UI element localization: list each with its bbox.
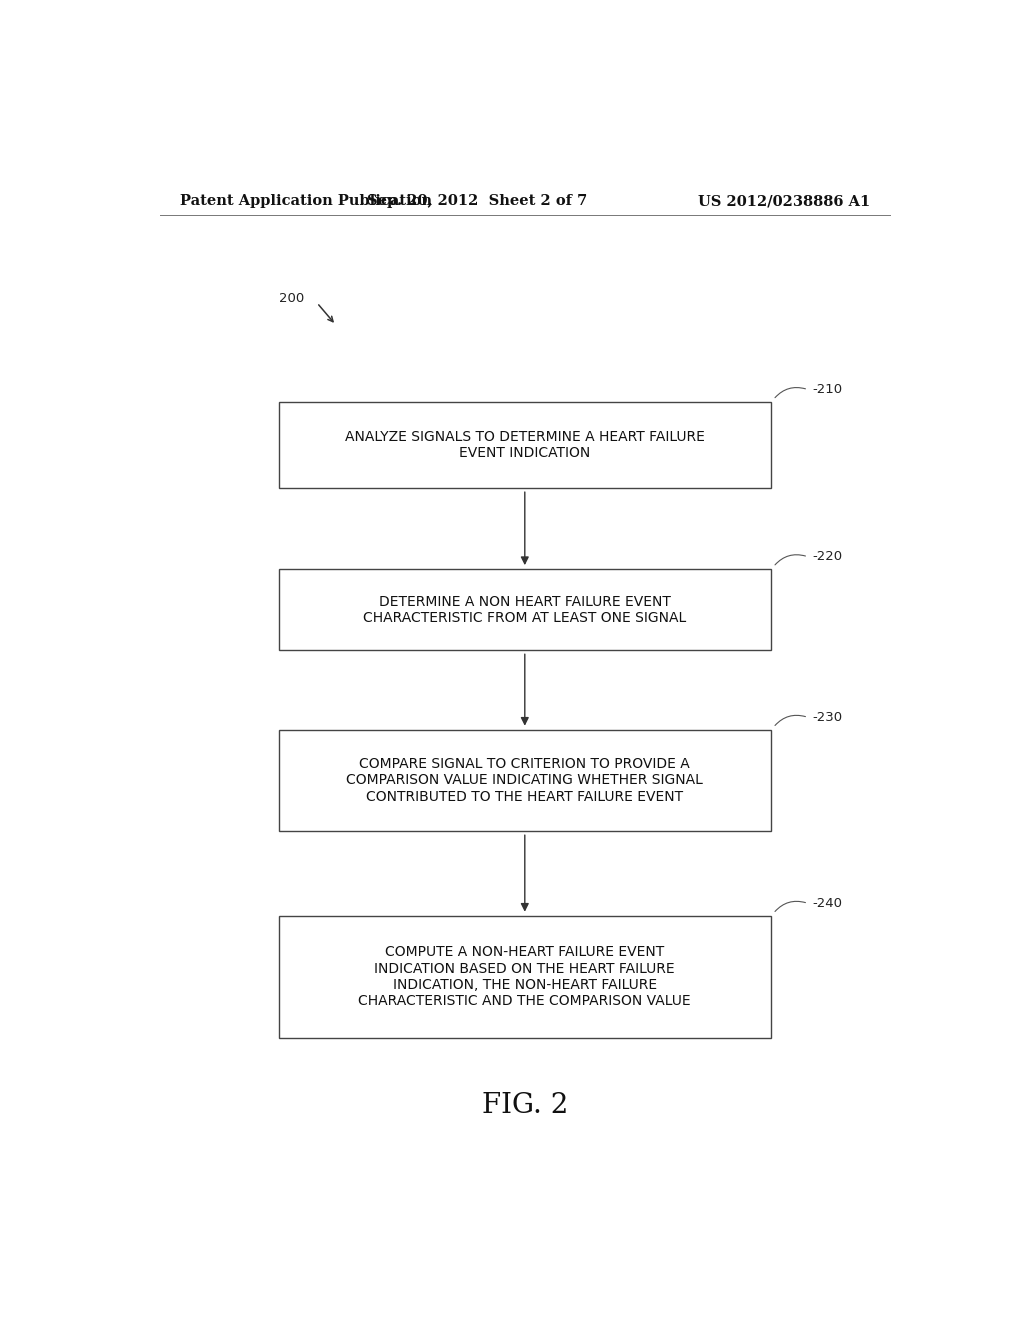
FancyArrowPatch shape	[775, 554, 806, 565]
FancyBboxPatch shape	[279, 401, 771, 488]
FancyBboxPatch shape	[279, 730, 771, 832]
Text: -230: -230	[812, 711, 842, 723]
FancyArrowPatch shape	[775, 715, 806, 726]
Text: COMPUTE A NON-HEART FAILURE EVENT
INDICATION BASED ON THE HEART FAILURE
INDICATI: COMPUTE A NON-HEART FAILURE EVENT INDICA…	[358, 945, 691, 1008]
Text: 200: 200	[279, 292, 304, 305]
Text: Patent Application Publication: Patent Application Publication	[179, 194, 431, 209]
FancyBboxPatch shape	[279, 569, 771, 651]
Text: US 2012/0238886 A1: US 2012/0238886 A1	[697, 194, 870, 209]
FancyArrowPatch shape	[775, 902, 806, 912]
FancyArrowPatch shape	[775, 388, 806, 397]
FancyBboxPatch shape	[279, 916, 771, 1038]
Text: -220: -220	[812, 550, 842, 564]
Text: DETERMINE A NON HEART FAILURE EVENT
CHARACTERISTIC FROM AT LEAST ONE SIGNAL: DETERMINE A NON HEART FAILURE EVENT CHAR…	[364, 594, 686, 624]
Text: Sep. 20, 2012  Sheet 2 of 7: Sep. 20, 2012 Sheet 2 of 7	[367, 194, 588, 209]
Text: -210: -210	[812, 383, 842, 396]
Text: -240: -240	[812, 896, 842, 909]
Text: COMPARE SIGNAL TO CRITERION TO PROVIDE A
COMPARISON VALUE INDICATING WHETHER SIG: COMPARE SIGNAL TO CRITERION TO PROVIDE A…	[346, 758, 703, 804]
Text: FIG. 2: FIG. 2	[481, 1092, 568, 1119]
Text: ANALYZE SIGNALS TO DETERMINE A HEART FAILURE
EVENT INDICATION: ANALYZE SIGNALS TO DETERMINE A HEART FAI…	[345, 430, 705, 461]
FancyArrowPatch shape	[318, 305, 333, 322]
